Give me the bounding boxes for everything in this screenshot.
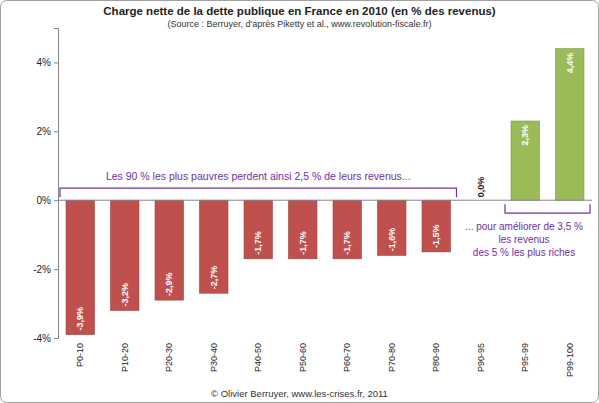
data-label: -1,5% (431, 224, 441, 248)
x-tick: P10-20 (120, 340, 130, 372)
x-tick: P30-40 (209, 340, 219, 372)
bar (422, 200, 450, 252)
x-tick-label: P90-95 (476, 343, 486, 372)
data-label: -2,7% (209, 266, 219, 290)
x-tick-label: P0-10 (75, 343, 85, 367)
chart: Charge nette de la dette publique en Fra… (0, 0, 599, 403)
y-tick-mark (54, 62, 58, 63)
x-tick: P60-70 (342, 340, 352, 372)
data-label: -1,7% (342, 231, 352, 255)
data-label: 4,4% (565, 53, 575, 74)
footer: © Olivier Berruyer, www.les-crises.fr, 2… (211, 388, 388, 399)
y-tick-mark (54, 131, 58, 132)
x-tick: P99-100 (565, 340, 575, 377)
y-tick-mark (54, 200, 58, 201)
data-labels: -3,9% -3,2% -2,9% -2,7% -1,7% -1,7% -1,7% -1,6%… (75, 53, 575, 331)
bar (333, 200, 361, 259)
bar (66, 200, 94, 334)
y-tick: 4% (37, 57, 58, 68)
data-label: -3,9% (75, 307, 85, 331)
x-tick-label: P95-99 (520, 343, 530, 372)
x-tick-label: P30-40 (209, 343, 219, 372)
x-tick: P80-90 (431, 340, 441, 372)
bar (244, 200, 272, 259)
bar (111, 200, 139, 310)
x-axis: P0-10 P10-20 P20-30 P30-40 P40-50 P50-60 P60-7… (75, 340, 575, 377)
bar (556, 49, 584, 201)
data-label: -1,6% (387, 228, 397, 252)
bar (378, 200, 406, 255)
x-tick: P20-30 (164, 340, 174, 372)
data-label: 0,0% (476, 177, 486, 198)
annotations: Les 90 % les plus pauvres perdent ainsi … (60, 170, 590, 399)
y-tick: -4% (33, 333, 58, 344)
y-tick-mark (54, 269, 58, 270)
x-tick-label: P60-70 (342, 343, 352, 372)
bar (289, 200, 317, 259)
baseline (58, 200, 592, 201)
x-tick-label: P70-80 (387, 343, 397, 372)
data-label: -3,2% (120, 283, 130, 307)
y-axis-line (54, 29, 59, 339)
x-tick-label: P20-30 (164, 343, 174, 372)
x-tick-label: P80-90 (431, 343, 441, 372)
title: Charge nette de la dette publique en Fra… (103, 5, 496, 17)
bracket (505, 204, 590, 213)
annotation: les revenus (498, 234, 549, 245)
y-tick: -2% (33, 264, 58, 275)
x-tick: P40-50 (253, 340, 263, 372)
x-tick: P50-60 (298, 340, 308, 372)
x-tick-label: P99-100 (565, 343, 575, 377)
data-label: -2,9% (164, 273, 174, 297)
y-tick-label: 2% (37, 126, 52, 137)
y-axis: -4% -2% 0% 2% 4% (33, 29, 58, 344)
x-tick-label: P40-50 (253, 343, 263, 372)
y-tick-label: -4% (33, 333, 51, 344)
frame (1, 1, 599, 403)
data-label: -1,7% (253, 231, 263, 255)
subtitle: (Source : Berruyer, d'après Piketty et a… (168, 19, 432, 29)
x-tick: P95-99 (520, 340, 530, 372)
bar (200, 200, 228, 293)
data-label: -1,7% (298, 231, 308, 255)
x-tick: P0-10 (75, 340, 85, 367)
y-tick: 0% (37, 195, 58, 206)
y-tick-label: 4% (37, 57, 52, 68)
x-tick: P90-95 (476, 340, 486, 372)
bar (511, 121, 539, 200)
x-tick: P70-80 (387, 340, 397, 372)
bar (155, 200, 183, 300)
y-tick-label: 0% (37, 195, 52, 206)
x-tick-label: P10-20 (120, 343, 130, 372)
bracket (60, 188, 456, 197)
annotation: ... pour améliorer de 3,5 % (465, 221, 583, 232)
y-tick-label: -2% (33, 264, 51, 275)
y-tick: 2% (37, 126, 58, 137)
annotation: Les 90 % les plus pauvres perdent ainsi … (106, 170, 411, 182)
annotation: des 5 % les plus riches (473, 247, 575, 258)
y-tick-mark (54, 338, 58, 339)
data-label: 2,3% (520, 125, 530, 146)
x-tick-label: P50-60 (298, 343, 308, 372)
bars (66, 49, 584, 335)
